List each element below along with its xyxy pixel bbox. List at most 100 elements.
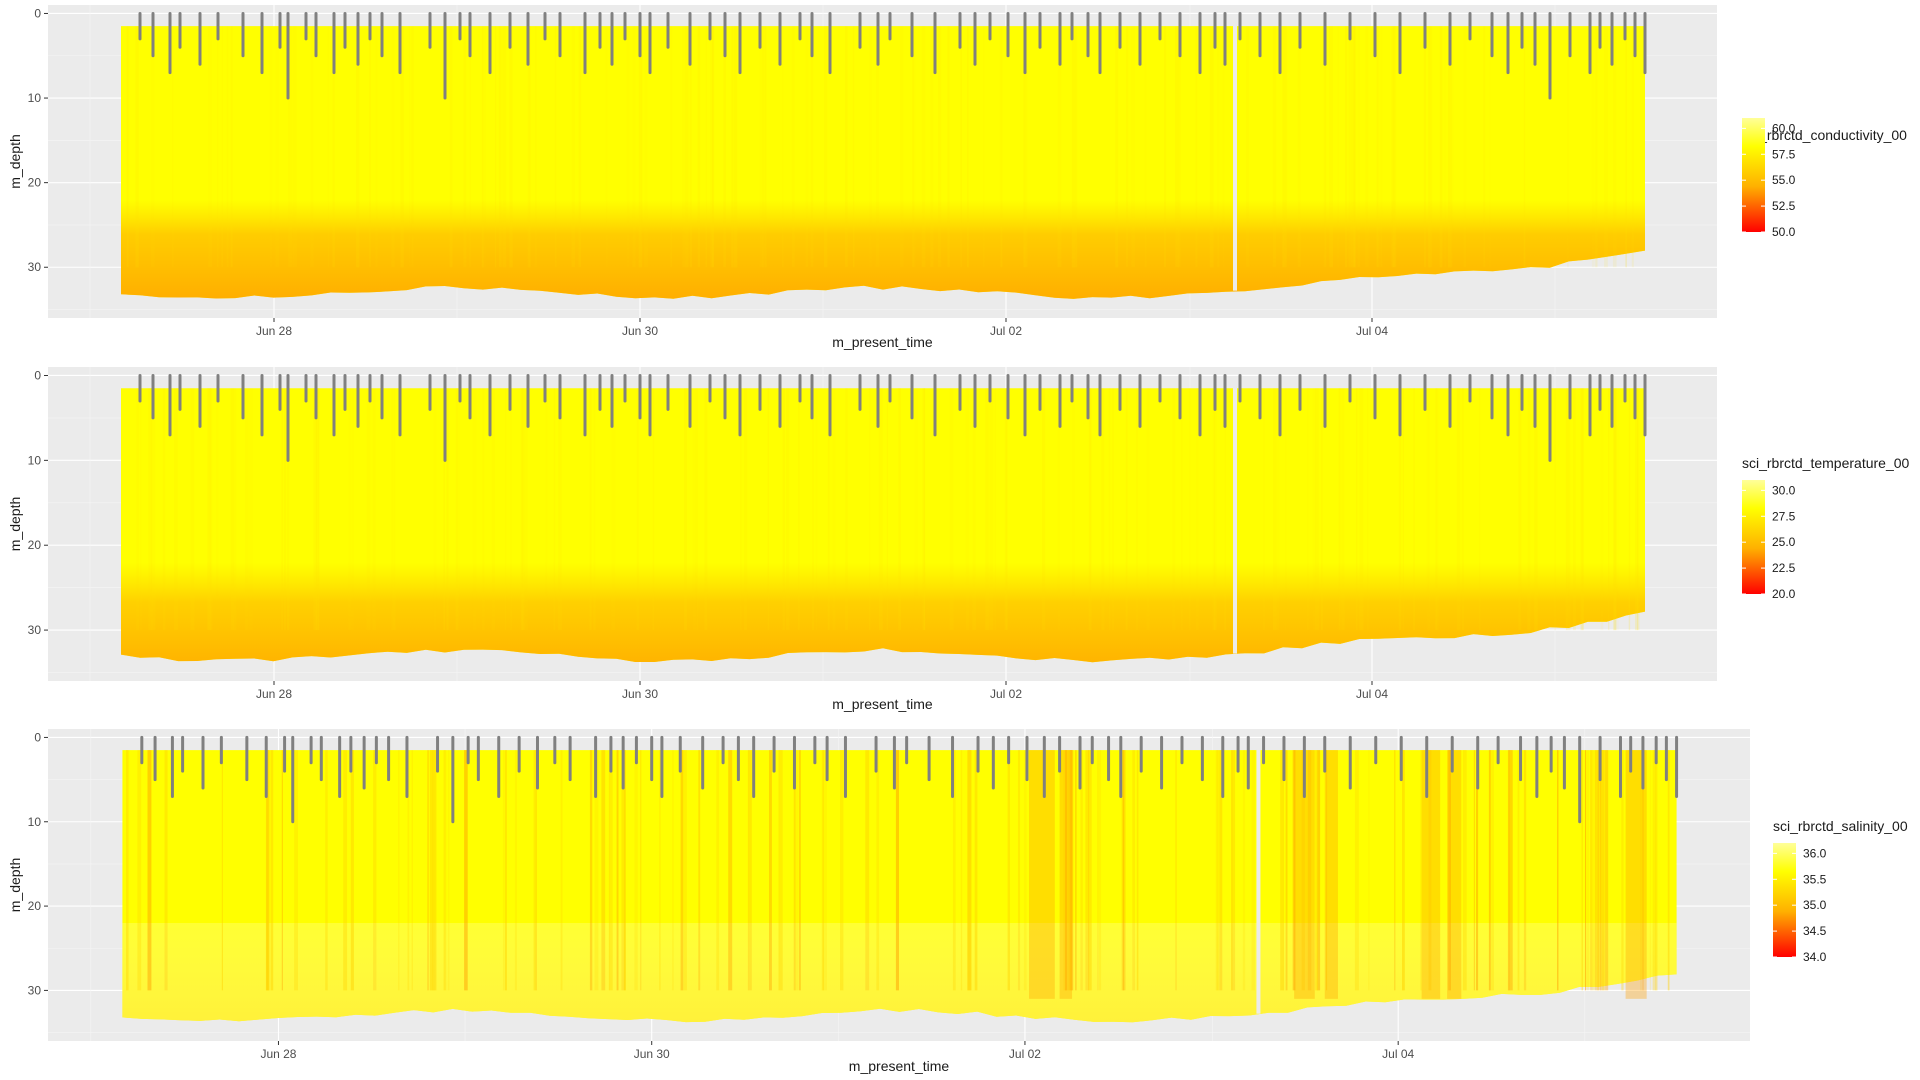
- legend-label: 57.5: [1772, 147, 1796, 161]
- profile-streak: [553, 388, 556, 631]
- profile-streak: [230, 26, 233, 268]
- legend-label: 35.0: [1803, 898, 1827, 912]
- profile-streak: [1365, 26, 1369, 268]
- profile-streak: [265, 750, 269, 991]
- legend-title: sci_rbrctd_temperature_00: [1742, 455, 1910, 471]
- profile-streak: [313, 388, 318, 631]
- profile-streak: [1585, 750, 1587, 991]
- profile-streak: [1601, 750, 1605, 991]
- x-tick-label: Jun 30: [634, 1047, 670, 1061]
- profile-streak: [310, 26, 314, 268]
- profile-streak: [611, 388, 616, 631]
- profile-streak: [1462, 750, 1467, 991]
- profile-streak: [495, 26, 497, 268]
- profile-streak: [1507, 750, 1510, 991]
- profile-streak: [1637, 388, 1640, 631]
- legend-label: 55.0: [1772, 173, 1796, 187]
- legend-label: 34.0: [1803, 950, 1827, 964]
- profile-streak: [1640, 750, 1642, 991]
- x-tick-label: Jul 04: [1382, 1047, 1414, 1061]
- x-tick-label: Jul 02: [1009, 1047, 1041, 1061]
- profile-streak: [1023, 750, 1027, 991]
- profile-streak: [1590, 750, 1593, 991]
- x-tick-label: Jun 28: [256, 324, 292, 338]
- profile-streak: [136, 388, 139, 631]
- profile-streak: [1088, 388, 1092, 631]
- legend-label: 30.0: [1772, 483, 1796, 497]
- profile-streak: [1285, 750, 1288, 991]
- profile-streak: [443, 750, 446, 991]
- profile-streak: [1097, 750, 1099, 991]
- x-tick-label: Jul 02: [990, 687, 1022, 701]
- profile-streak: [1065, 750, 1067, 991]
- profile-streak: [823, 750, 827, 991]
- profile-streak: [1280, 750, 1285, 991]
- profile-streak: [692, 388, 697, 631]
- profile-streak: [1461, 388, 1464, 631]
- profile-streak: [1463, 26, 1467, 268]
- profile-streak: [1376, 26, 1380, 268]
- profile-streak: [521, 388, 523, 631]
- profile-streak: [1136, 750, 1139, 991]
- profile-streak: [522, 388, 525, 631]
- profile-streak: [472, 388, 477, 631]
- profile-streak: [949, 388, 954, 631]
- profile-streak: [921, 26, 926, 268]
- profile-streak: [1175, 26, 1179, 268]
- profile-streak: [1017, 750, 1021, 991]
- profile-streak: [1330, 26, 1333, 268]
- legend-label: 60.0: [1772, 121, 1796, 135]
- profile-streak: [1649, 750, 1652, 991]
- profile-streak: [765, 26, 767, 268]
- profile-streak: [502, 750, 504, 991]
- profile-streak: [1324, 750, 1338, 999]
- profile-streak: [348, 388, 352, 631]
- profile-streak: [1595, 26, 1598, 268]
- profile-streak: [1242, 750, 1246, 991]
- profile-streak: [1518, 388, 1522, 631]
- x-tick-label: Jun 30: [622, 687, 658, 701]
- profile-streak: [1376, 26, 1379, 268]
- profile-streak: [852, 26, 855, 268]
- y-tick-label: 0: [34, 730, 41, 744]
- profile-streak: [697, 26, 701, 268]
- profile-streak: [391, 26, 395, 268]
- profile-streak: [1567, 26, 1569, 268]
- profile-streak: [560, 750, 563, 991]
- profile-streak: [528, 26, 531, 268]
- y-tick-label: 0: [34, 6, 41, 20]
- profile-streak: [898, 388, 901, 631]
- profile-streak: [1246, 26, 1250, 268]
- profile-streak: [1085, 750, 1090, 991]
- profile-streak: [967, 750, 971, 991]
- profile-streak: [878, 388, 883, 631]
- profile-streak: [1380, 26, 1383, 268]
- profile-streak: [266, 750, 270, 991]
- profile-streak: [947, 26, 950, 268]
- profile-streak: [912, 26, 916, 268]
- profile-streak: [747, 750, 749, 991]
- profile-streak: [445, 750, 447, 991]
- profile-streak: [207, 388, 211, 631]
- profile-streak: [985, 388, 989, 631]
- profile-streak: [827, 388, 830, 631]
- y-axis-title: m_depth: [7, 858, 23, 912]
- profile-streak: [1601, 750, 1606, 991]
- profile-streak: [482, 388, 485, 631]
- profile-streak: [594, 750, 599, 991]
- data-gap: [1256, 748, 1261, 1014]
- profile-streak: [1251, 750, 1255, 991]
- profile-streak: [1121, 750, 1126, 991]
- y-tick-label: 10: [28, 453, 42, 467]
- profile-streak: [207, 388, 209, 631]
- profile-streak: [644, 26, 648, 268]
- profile-streak: [1421, 750, 1441, 999]
- profile-streak: [782, 26, 784, 268]
- profile-streak: [1448, 750, 1451, 991]
- profile-streak: [281, 388, 284, 631]
- lower-band: [121, 199, 1645, 299]
- profile-streak: [1178, 26, 1181, 268]
- profile-streak: [812, 388, 814, 631]
